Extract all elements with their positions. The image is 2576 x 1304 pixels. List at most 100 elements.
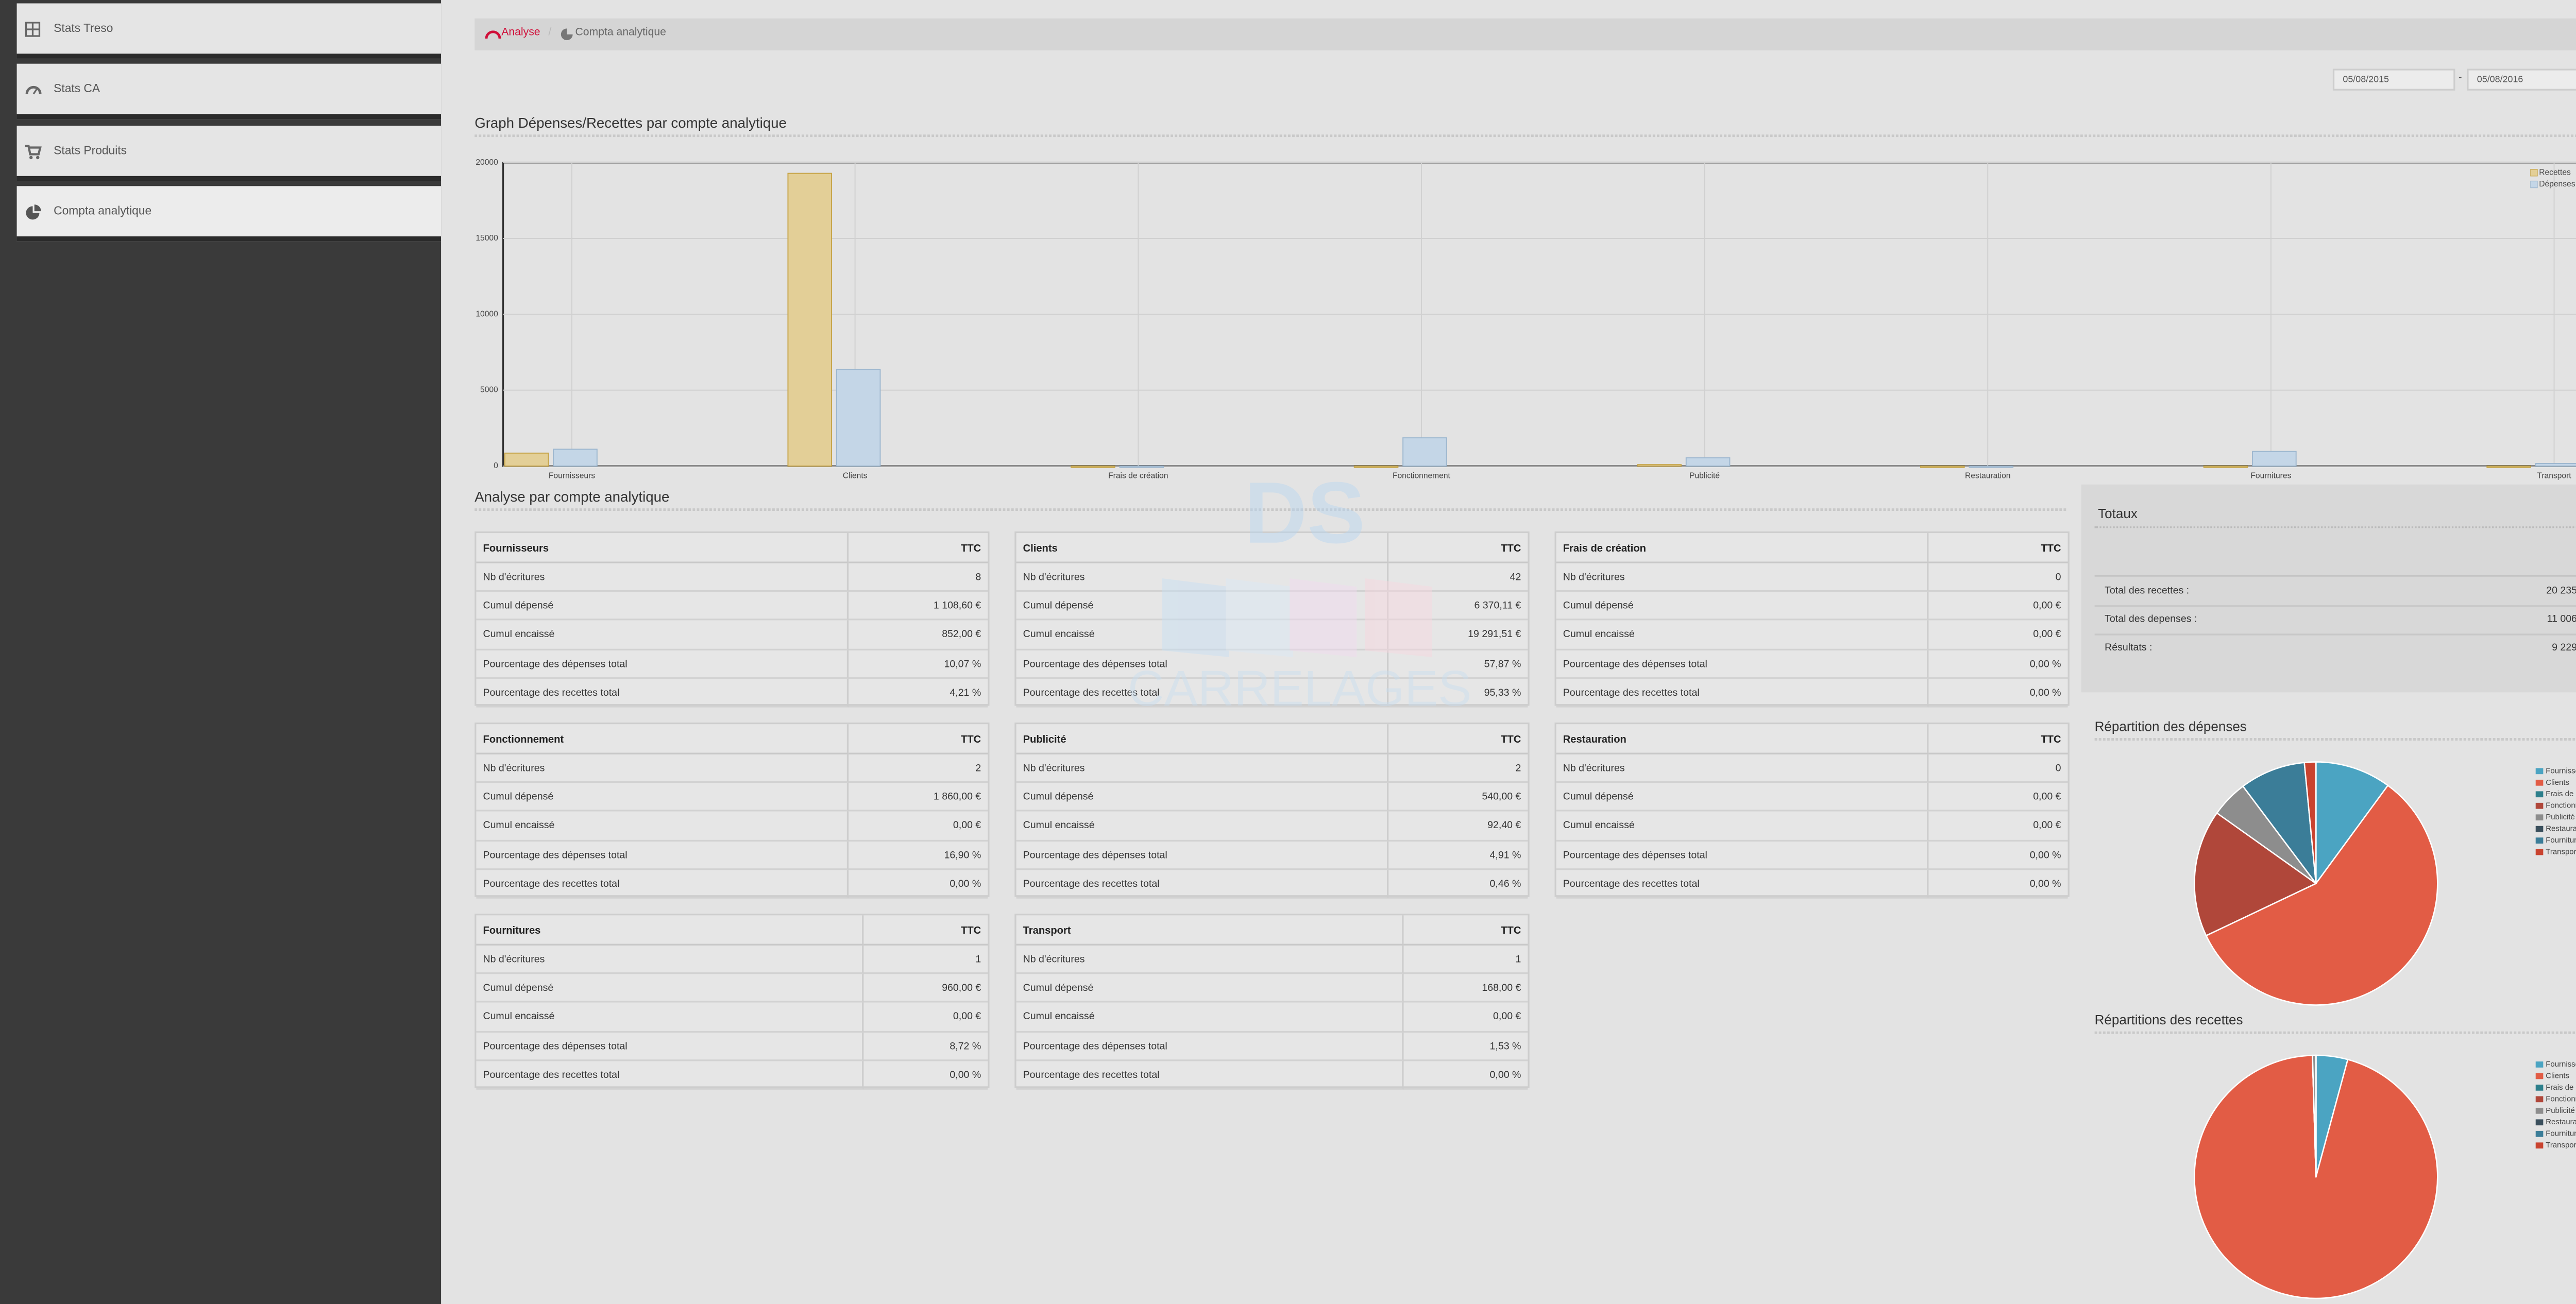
table-cell: 4,21 % [849, 679, 988, 708]
date-from-input[interactable]: 05/08/2015 [2332, 68, 2455, 91]
table-cell: 4,91 % [1388, 841, 1528, 870]
table-cell: Nb d'écritures [1556, 563, 1929, 592]
sidebar-item-label: Stats Produits [54, 145, 127, 157]
analysis-table: Fournitures TTC Nb d'écritures 1 Cumul dépen… [474, 914, 990, 1090]
table-cell: Pourcentage des dépenses total [476, 1032, 864, 1061]
table-cell: Pourcentage des recettes total [1016, 869, 1389, 899]
table-cell: Pourcentage des recettes total [1016, 678, 1389, 708]
sidebar-item-label: Stats Treso [54, 23, 113, 36]
table-cell: Nb d'écritures [1016, 945, 1404, 974]
date-to-input[interactable]: 05/08/2016 [2467, 68, 2576, 91]
totals-value: 20 235,91 € [2546, 587, 2576, 597]
breadcrumb-current: Compta analytique [575, 27, 666, 39]
divider [2094, 605, 2576, 607]
table-cell: 42 [1388, 563, 1528, 592]
table-cell: 0 [1928, 754, 2068, 783]
table-cell: Cumul encaissé [1016, 812, 1389, 841]
icon-shape [36, 155, 40, 159]
table-cell: 1 108,60 € [849, 592, 988, 621]
table-cell: Pourcentage des recettes total [476, 869, 849, 899]
table-cell: 10,07 % [849, 650, 988, 679]
totals-panel: TotauxTTCTotal des recettes :20 235,91 €… [2081, 484, 2576, 693]
analysis-table: Fournisseurs TTC Nb d'écritures 8 Cumul dépe… [474, 531, 990, 708]
table-cell: Pourcentage des dépenses total [1556, 840, 1929, 870]
table-cell: Nb d'écritures [1556, 754, 1929, 783]
table-cell: Nb d'écritures [1016, 754, 1389, 783]
icon-shape [25, 86, 42, 95]
table-cell: 0,00 % [1928, 841, 2068, 870]
table-cell: Pourcentage des recettes total [1016, 1060, 1404, 1090]
icon-shape [32, 89, 38, 95]
table-cell: Pourcentage des dépenses total [1016, 840, 1389, 870]
table-cell: 95,33 % [1388, 679, 1528, 708]
table-cell: Cumul encaissé [476, 812, 849, 841]
table-header-cell: TTC [1388, 724, 1528, 754]
table-header-cell: Fournisseurs [476, 533, 849, 563]
table-cell: Cumul dépensé [1016, 974, 1404, 1003]
table-cell: 168,00 € [1403, 974, 1528, 1003]
table-cell: Cumul encaissé [1556, 812, 1929, 841]
table-cell: Cumul encaissé [476, 621, 849, 650]
table-cell: 960,00 € [863, 974, 988, 1003]
totals-label: Total des depenses : [2105, 615, 2197, 626]
table-cell: 0,00 % [849, 870, 988, 899]
breadcrumb: Analyse / Compta analytique [474, 18, 2576, 50]
table-header-cell: TTC [1928, 724, 2068, 754]
table-cell: 540,00 € [1388, 783, 1528, 812]
table-header-cell: Clients [1016, 533, 1389, 563]
table-cell: 6 370,11 € [1388, 592, 1528, 621]
totals-label: Total des recettes : [2105, 587, 2190, 597]
table-cell: Nb d'écritures [476, 754, 849, 783]
sidebar-item-label: Compta analytique [54, 206, 152, 218]
icon [25, 22, 41, 37]
table-cell: 1,53 % [1403, 1032, 1528, 1061]
table-cell: Cumul encaissé [1016, 621, 1389, 650]
table-cell: Cumul dépensé [476, 974, 864, 1003]
icon-shape [26, 206, 40, 220]
sidebar-item[interactable]: Compta analytique [16, 185, 442, 242]
icon [25, 144, 42, 159]
table-header-cell: Fonctionnement [476, 724, 849, 754]
table-cell: Nb d'écritures [476, 945, 864, 974]
table-header-cell: TTC [1403, 915, 1528, 946]
table-header-cell: Transport [1016, 915, 1404, 946]
totals-label: Résultats : [2105, 644, 2153, 655]
table-cell: Cumul dépensé [1016, 783, 1389, 812]
breadcrumb-link[interactable]: Analyse [501, 27, 540, 39]
table-cell: Pourcentage des dépenses total [476, 840, 849, 870]
table-header-cell: TTC [863, 915, 988, 946]
table-cell: Cumul encaissé [1556, 621, 1929, 650]
sidebar-item[interactable]: Stats Treso [16, 3, 442, 59]
table-header-cell: Publicité [1016, 724, 1389, 754]
icon [26, 204, 41, 220]
sidebar-item[interactable]: Stats Produits [16, 125, 442, 181]
table-cell: 0,00 € [1403, 1003, 1528, 1032]
table-cell: Nb d'écritures [1016, 563, 1389, 592]
table-header-cell: Frais de création [1556, 533, 1929, 563]
table-cell: 0,00 € [1928, 592, 2068, 621]
table-cell: 1 [863, 946, 988, 974]
divider [2094, 526, 2576, 528]
table-cell: Pourcentage des recettes total [476, 1060, 864, 1090]
table-cell: 16,90 % [849, 841, 988, 870]
analysis-table: Publicité TTC Nb d'écritures 2 Cumul dépensé… [1014, 722, 1530, 899]
icon-shape [25, 144, 42, 155]
totals-value: 11 006,71 € [2547, 615, 2576, 626]
table-cell: Pourcentage des recettes total [1556, 678, 1929, 708]
table-cell: Cumul dépensé [1016, 592, 1389, 621]
table-cell: Pourcentage des dépenses total [1556, 649, 1929, 679]
sidebar-item[interactable]: Stats CA [16, 64, 442, 120]
sidebar-item-label: Stats CA [54, 84, 100, 96]
table-header-cell: Fournitures [476, 915, 864, 946]
icon-shape [34, 204, 41, 211]
table-cell: Cumul dépensé [476, 592, 849, 621]
table-cell: 852,00 € [849, 621, 988, 650]
sidebar: Stats Treso Stats CA Stats Produits Compta … [0, 0, 442, 1304]
table-cell: 1 [1403, 946, 1528, 974]
table-cell: 0,00 € [1928, 812, 2068, 841]
table-cell: Cumul dépensé [476, 783, 849, 812]
table-cell: Pourcentage des recettes total [1556, 869, 1929, 899]
table-cell: 0,00 % [1928, 870, 2068, 899]
table-cell: 57,87 % [1388, 650, 1528, 679]
